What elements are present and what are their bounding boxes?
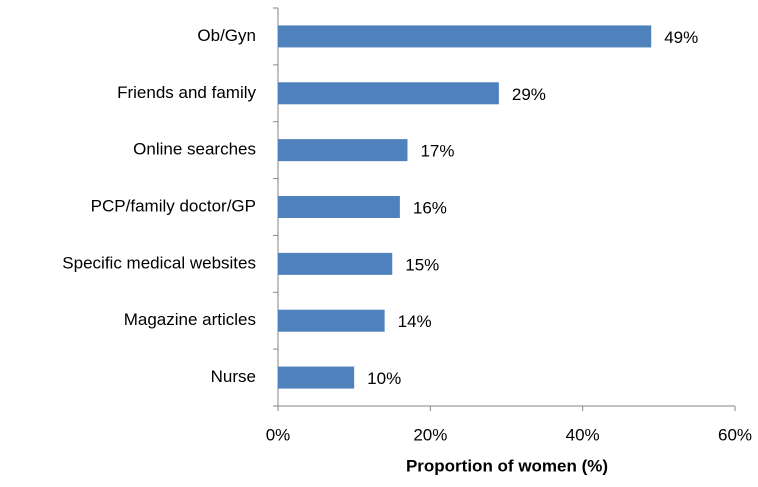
bar [278, 196, 400, 218]
y-tick-label: Magazine articles [124, 310, 256, 329]
bar [278, 25, 652, 48]
bar [278, 82, 499, 105]
x-tick-label: 40% [566, 425, 600, 444]
data-label: 10% [367, 369, 401, 388]
y-tick-label: Specific medical websites [62, 253, 256, 272]
x-axis-title: Proportion of women (%) [406, 456, 608, 475]
data-label: 14% [398, 312, 432, 331]
bar [278, 252, 393, 275]
data-label: 29% [512, 85, 546, 104]
x-tick-label: 0% [266, 425, 291, 444]
y-tick-label: Nurse [211, 367, 256, 386]
data-label: 16% [413, 198, 447, 217]
y-tick-label: PCP/family doctor/GP [91, 196, 256, 215]
bar [278, 139, 408, 162]
data-label: 15% [405, 255, 439, 274]
x-tick-label: 20% [413, 425, 447, 444]
x-tick-label: 60% [718, 425, 752, 444]
bar [278, 309, 385, 332]
y-tick-label: Online searches [133, 140, 256, 159]
data-label: 49% [664, 28, 698, 47]
bar [278, 366, 355, 389]
y-tick-label: Friends and family [117, 83, 256, 102]
data-label: 17% [420, 142, 454, 161]
y-tick-label: Ob/Gyn [197, 26, 256, 45]
